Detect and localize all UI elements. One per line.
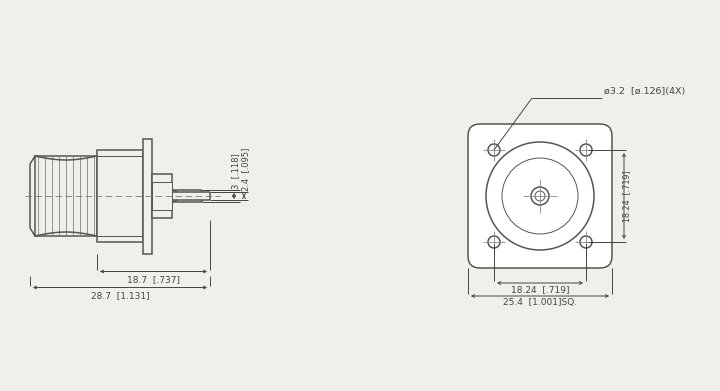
Text: 25.4  [1.001]SQ.: 25.4 [1.001]SQ. xyxy=(503,298,577,307)
Text: 2.4  [.095]: 2.4 [.095] xyxy=(241,148,251,191)
FancyBboxPatch shape xyxy=(468,124,612,268)
Text: 28.7  [1.131]: 28.7 [1.131] xyxy=(91,291,149,300)
Bar xyxy=(152,182,172,210)
Bar xyxy=(35,156,97,236)
Text: 18.24  [.719]: 18.24 [.719] xyxy=(510,285,570,294)
Text: 18.7  [.737]: 18.7 [.737] xyxy=(127,275,180,284)
Text: 18.24  [.719]: 18.24 [.719] xyxy=(623,170,631,222)
Text: 3  [.118]: 3 [.118] xyxy=(232,153,240,189)
Text: ø3.2  [ø.126](4X): ø3.2 [ø.126](4X) xyxy=(604,87,685,96)
Bar xyxy=(152,174,172,218)
Bar xyxy=(97,150,143,242)
Bar xyxy=(143,138,152,253)
